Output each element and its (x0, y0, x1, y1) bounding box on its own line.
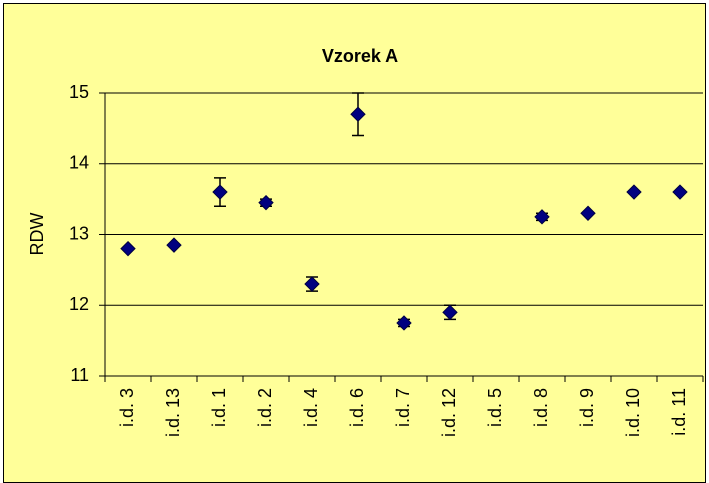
marker (258, 194, 274, 211)
x-tick-label: i.d. 9 (577, 388, 597, 427)
marker (350, 106, 366, 122)
y-tick-label: 13 (69, 223, 89, 243)
marker (580, 205, 596, 221)
chart-area (3, 3, 706, 483)
x-tick-label: i.d. 10 (623, 388, 643, 437)
x-tick-label: i.d. 11 (669, 388, 689, 436)
marker (672, 184, 688, 200)
x-tick-label: i.d. 4 (301, 388, 321, 427)
x-tick-label: i.d. 6 (347, 388, 367, 427)
y-axis-label: RDW (27, 213, 47, 256)
marker (626, 184, 642, 200)
y-tick-label: 12 (69, 294, 89, 314)
marker (212, 184, 228, 200)
x-tick-label: i.d. 8 (531, 388, 551, 427)
x-tick-label: i.d. 1 (209, 388, 229, 427)
y-tick-label: 11 (70, 365, 89, 385)
chart-title: Vzorek A (322, 46, 398, 66)
marker (442, 304, 458, 321)
marker (534, 209, 550, 225)
x-tick-label: i.d. 2 (255, 388, 275, 427)
y-tick-label: 15 (69, 82, 89, 102)
x-tick-label: i.d. 5 (485, 388, 505, 427)
marker (166, 237, 182, 253)
y-tick-label: 14 (69, 153, 89, 173)
x-tick-label: i.d. 13 (163, 388, 183, 437)
marker (304, 276, 320, 292)
x-tick-label: i.d. 3 (117, 388, 137, 427)
x-tick-label: i.d. 12 (439, 388, 459, 437)
marker (396, 315, 412, 331)
x-tick-label: i.d. 7 (393, 388, 413, 427)
marker (120, 240, 136, 257)
